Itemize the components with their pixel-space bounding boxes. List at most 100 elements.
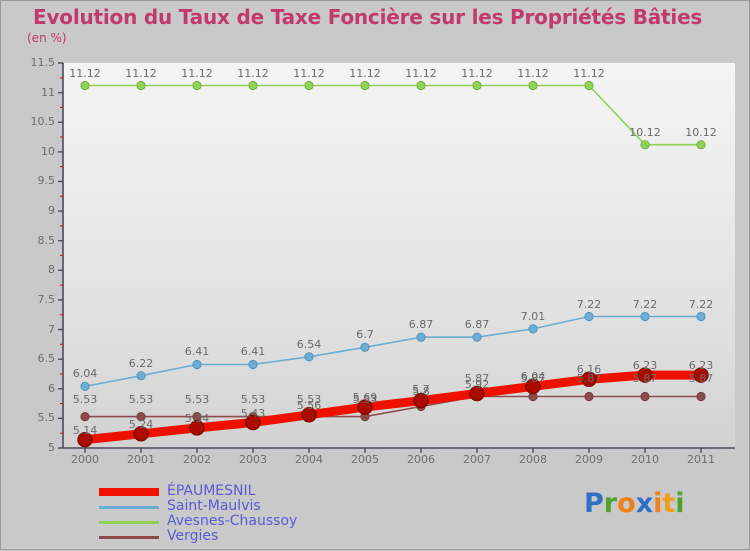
data-point[interactable] [472,332,482,342]
data-point[interactable] [248,359,258,370]
x-axis-tick-label: 2005 [351,453,379,466]
data-point-label: 7.22 [576,297,602,311]
data-point-label: 6.23 [688,359,714,373]
data-point[interactable] [469,385,485,402]
data-point[interactable] [80,381,90,391]
proxiti-logo: Proxiti [584,488,685,519]
legend-swatch-icon [99,506,159,509]
x-axis-tick-label: 2006 [407,453,435,466]
data-point-label: 11.12 [517,66,549,80]
x-axis-tick-label: 2009 [575,453,603,466]
data-point-label: 6.7 [356,328,374,342]
data-point[interactable] [77,431,93,448]
x-axis-tick-label: 2002 [183,453,211,466]
legend-label: Avesnes-Chaussoy [167,513,298,529]
series-line-1 [84,315,702,388]
plot-area [63,63,735,448]
data-point-label: 11.12 [237,66,269,80]
y-axis-tick-label: 5.5 [37,411,56,425]
data-point[interactable] [189,420,205,436]
data-point-label: 5.53 [240,392,266,406]
y-axis-tick-label: 8.5 [37,233,56,247]
data-point-label: 5.24 [128,417,154,431]
data-point[interactable] [416,80,426,91]
data-point-label: 6.16 [576,363,602,377]
data-point-label: 7.01 [520,309,546,323]
data-point[interactable] [581,371,597,388]
data-point-label: 5.53 [352,392,378,406]
x-axis-tick-label: 2003 [239,453,267,466]
data-point[interactable] [528,324,538,334]
data-point[interactable] [472,80,482,91]
data-point[interactable] [248,80,258,91]
data-point[interactable] [637,367,653,383]
data-point[interactable] [80,411,90,422]
y-axis-tick-label: 5 [48,441,55,454]
data-point-label: 5.53 [296,392,322,406]
data-point-label: 6.87 [408,318,434,332]
data-point[interactable] [584,80,594,91]
data-point[interactable] [192,80,202,91]
data-point-label: 6.87 [464,318,490,332]
data-point[interactable] [584,391,594,402]
data-point-label: 5.53 [184,392,210,406]
data-point-label: 5.87 [520,372,546,386]
data-point[interactable] [360,342,370,352]
data-point[interactable] [693,367,709,383]
data-point[interactable] [80,80,90,91]
data-point[interactable] [640,140,650,150]
data-point[interactable] [192,359,202,370]
data-point-label: 11.12 [125,66,157,80]
data-point[interactable] [304,80,314,91]
data-point[interactable] [525,378,541,395]
y-axis-tick-label: 10.5 [30,115,56,129]
data-point-label: 5.87 [464,372,490,386]
logo-letter-3: x [635,488,654,519]
data-point[interactable] [640,391,650,402]
data-point[interactable] [360,80,370,91]
data-point-label: 6.22 [128,356,154,370]
x-axis-tick-label: 2001 [127,453,155,466]
data-point[interactable] [357,399,373,415]
y-axis-tick-label: 6.5 [37,352,56,366]
x-axis-tick-label: 2007 [463,453,491,466]
data-point-label: 5.7 [412,382,430,396]
data-point-label: 7.22 [688,297,714,311]
data-point-label: 7.22 [632,297,658,311]
page-subtitle: (en %) [27,31,67,45]
data-point[interactable] [245,414,261,431]
data-point[interactable] [304,352,314,362]
data-point-label: 5.8 [412,384,430,398]
y-axis-tick-label: 10 [41,144,55,158]
data-point-label: 5.69 [352,391,378,405]
data-point[interactable] [416,332,426,342]
x-axis-tick-label: 2008 [519,453,547,466]
legend-label: ÉPAUMESNIL [167,483,256,499]
y-axis-tick-label: 11.5 [30,56,56,69]
data-point[interactable] [696,391,706,402]
data-point[interactable] [696,311,706,322]
data-point-label: 11.12 [293,66,325,80]
data-point[interactable] [696,140,706,150]
data-point-label: 11.12 [573,66,605,80]
data-point-label: 5.92 [464,377,490,391]
legend-swatch-icon [99,536,159,539]
y-axis-tick-label: 11 [41,85,55,99]
y-axis-tick-label: 9 [48,204,55,218]
data-point-label: 11.12 [349,66,381,80]
data-point[interactable] [301,407,317,423]
data-point[interactable] [136,80,146,91]
data-point[interactable] [640,311,650,322]
data-point-label: 11.12 [461,66,493,80]
series-line-2 [84,84,702,146]
data-point[interactable] [584,311,594,322]
data-point[interactable] [413,392,429,409]
data-point[interactable] [136,411,146,422]
legend-swatch-icon [99,488,159,496]
data-point[interactable] [528,80,538,91]
data-point[interactable] [136,371,146,381]
data-point[interactable] [133,426,149,442]
legend-swatch-icon [99,521,159,524]
data-point-label: 5.34 [184,411,210,425]
